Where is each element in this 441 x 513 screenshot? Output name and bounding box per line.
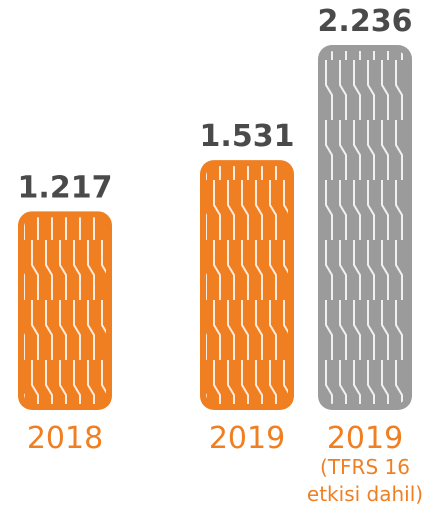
category-note-box: (TFRS 16 etkisi dahil) bbox=[306, 455, 424, 506]
bar-texture bbox=[206, 166, 288, 404]
category-label: 2018 bbox=[27, 421, 103, 456]
value-label: 2.236 bbox=[318, 4, 413, 39]
value-label: 1.217 bbox=[18, 170, 113, 205]
bar-texture bbox=[324, 51, 406, 404]
value-label: 1.531 bbox=[200, 119, 295, 154]
category-label: 2019 bbox=[327, 421, 403, 456]
category-label: 2019 bbox=[209, 421, 285, 456]
bar-texture bbox=[24, 217, 106, 404]
category-note: (TFRS 16 etkisi dahil) bbox=[306, 455, 424, 506]
